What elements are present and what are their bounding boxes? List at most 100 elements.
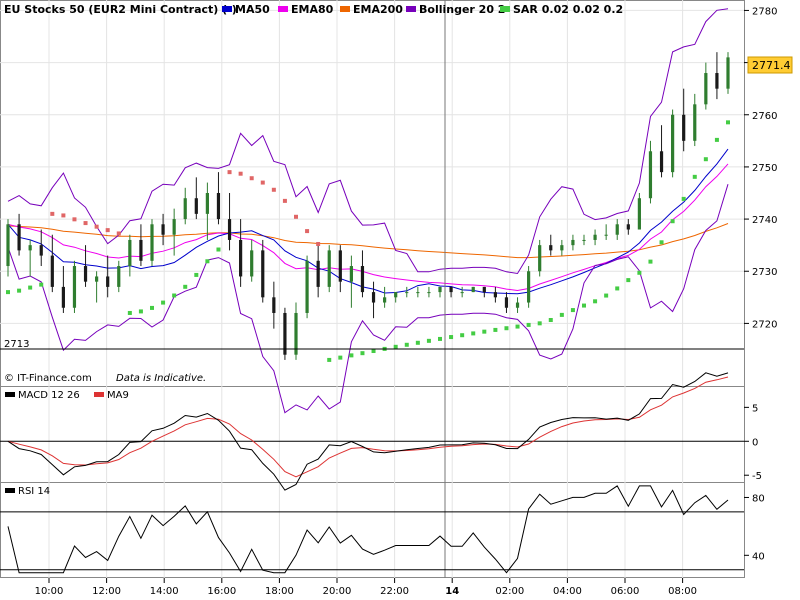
price-panel — [0, 0, 745, 387]
sar-dot — [582, 303, 586, 308]
sar-dot — [515, 324, 520, 329]
candle-body — [659, 151, 664, 173]
candle-body — [682, 114, 686, 141]
x-axis: 10:00 12:00 14:00 16:00 18:00 20:00 22:00 14 02:… — [35, 578, 697, 597]
sar-dot — [260, 180, 265, 185]
sar-dot — [570, 308, 575, 313]
candle-body — [482, 286, 486, 293]
legend-ema200-swatch — [340, 6, 350, 12]
ema80-line — [7, 163, 729, 292]
candle-body — [316, 260, 320, 287]
indicator-overlays — [7, 8, 729, 414]
rsi-line — [7, 485, 729, 574]
candle-body — [527, 271, 531, 303]
sar-dot — [360, 351, 365, 356]
sar-dot — [138, 309, 143, 314]
candle-body — [128, 239, 132, 267]
candle-body — [704, 73, 708, 105]
sar-dot — [559, 312, 564, 317]
sar-dot — [216, 247, 221, 252]
legend-rsi-swatch — [5, 488, 15, 493]
candle-body — [216, 193, 221, 220]
candle-body — [371, 292, 376, 303]
candle-body — [83, 266, 88, 282]
time-tick-label: 22:00 — [380, 586, 409, 597]
candle-body — [416, 292, 420, 294]
sar-dot — [282, 198, 287, 203]
legend-ma50-label: MA50 — [235, 3, 270, 16]
sar-dot — [172, 293, 177, 298]
candle-body — [150, 224, 154, 261]
sar-dot — [72, 217, 77, 222]
candle-body — [549, 245, 553, 251]
candle-body — [504, 297, 509, 308]
candle-body — [471, 286, 475, 293]
candle-body — [360, 266, 365, 293]
price-tick-label: 2730 — [752, 267, 777, 278]
legend-macd-swatch — [5, 392, 15, 397]
candle-body — [95, 276, 99, 282]
candle-body — [648, 151, 653, 199]
candle-body — [349, 266, 353, 282]
sar-dot — [50, 211, 55, 216]
sar-dot — [83, 221, 88, 226]
candle-body — [405, 292, 409, 294]
sar-dot — [205, 259, 210, 264]
sar-dot — [426, 338, 431, 343]
sar-dot — [438, 336, 442, 341]
sar-dot — [726, 120, 730, 125]
disclaimer-text: Data is Indicative. — [116, 373, 206, 384]
price-tick-label: 2780 — [752, 6, 777, 17]
candle-body — [183, 198, 187, 220]
candle-body — [106, 276, 110, 287]
sar-dot — [316, 241, 321, 246]
sar-dot — [17, 288, 22, 293]
candle-body — [671, 114, 675, 173]
candle-body — [726, 57, 730, 89]
candles — [6, 52, 730, 360]
candle-body — [283, 312, 287, 355]
last-price-tag — [747, 56, 793, 74]
candle-body — [338, 250, 342, 282]
time-tick-label: 02:00 — [495, 586, 524, 597]
sar-dot — [604, 293, 609, 298]
sar-dot — [238, 171, 243, 176]
legend-rsi-label: RSI 14 — [18, 486, 50, 497]
candle-body — [327, 250, 331, 287]
candle-body — [39, 245, 43, 256]
rsi-line — [0, 485, 744, 574]
legend-sar-label: SAR 0.02 0.02 0.2 — [513, 3, 623, 16]
sar-dot — [504, 326, 509, 331]
sar-dot — [249, 176, 254, 181]
sar-dot — [526, 322, 531, 327]
sar-dot — [116, 231, 121, 236]
sar-dot — [127, 310, 132, 315]
rsi-panel — [0, 482, 745, 578]
legend-ma50-swatch — [222, 6, 232, 12]
sar-dot — [327, 357, 332, 362]
sar-dot — [482, 329, 487, 334]
sar-dot — [593, 299, 598, 304]
sar-dot — [271, 187, 276, 192]
legend-bollinger-swatch — [406, 6, 416, 12]
candle-body — [427, 292, 431, 294]
candle-body — [582, 239, 586, 241]
sar-dot — [61, 213, 66, 218]
candle-body — [6, 224, 10, 267]
sar-dot — [460, 333, 465, 338]
time-tick-label: 12:00 — [92, 586, 121, 597]
price-tick-label: 2720 — [752, 319, 777, 330]
candle-body — [305, 260, 309, 313]
sar-dot — [294, 214, 298, 219]
candle-body — [593, 234, 597, 240]
last-price-label: 2771.4 — [752, 59, 791, 72]
bollinger-lower-line — [7, 184, 729, 414]
sar-dot — [404, 342, 409, 347]
ema200-line — [7, 223, 729, 259]
rsi-tick-label: 40 — [752, 551, 765, 562]
sar-dot — [648, 259, 653, 264]
rsi-tick-label: 80 — [752, 493, 765, 504]
candle-body — [560, 245, 564, 251]
sar-dot — [493, 327, 498, 332]
